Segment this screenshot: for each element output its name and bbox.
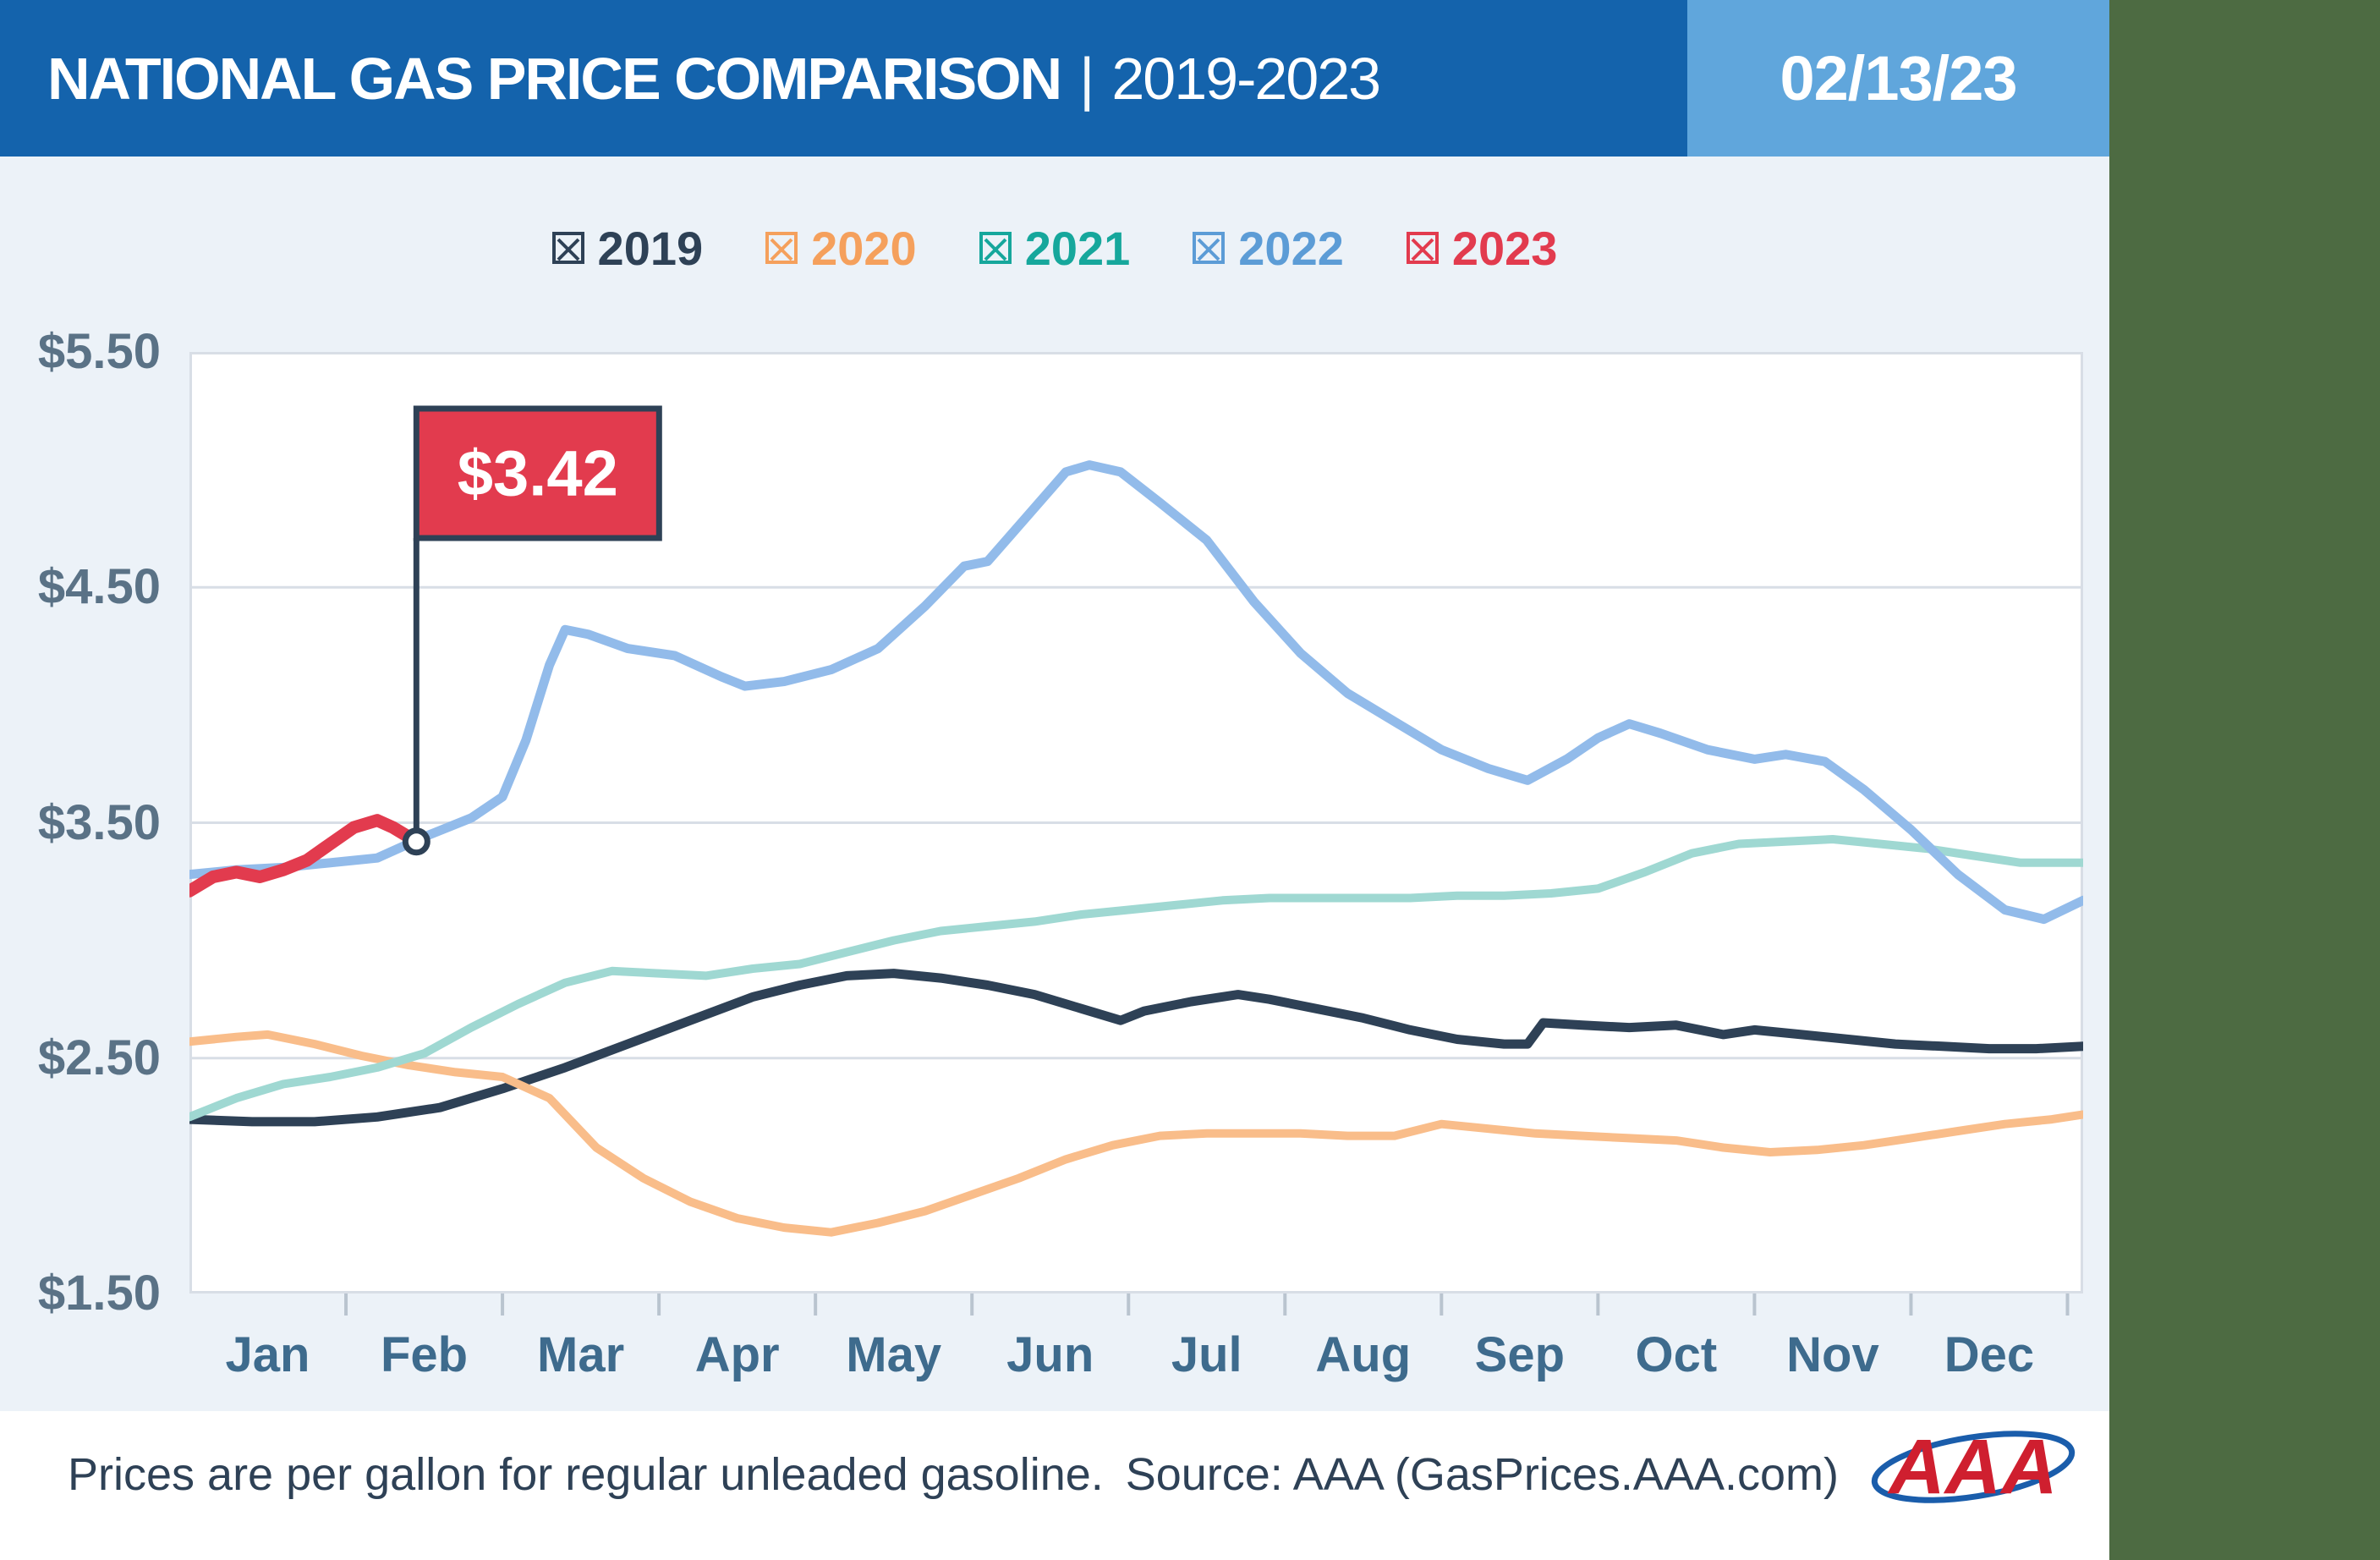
y-tick-label: $3.50 <box>37 794 161 850</box>
legend-label: 2021 <box>1024 221 1131 275</box>
title-range: 2019-2023 <box>1111 45 1381 112</box>
legend-label: 2023 <box>1451 221 1558 275</box>
legend-item-2021: 2021 <box>979 221 1131 276</box>
footer-source: Source: AAA (GasPrices.AAA.com) <box>1125 1449 1839 1500</box>
header-bar: NATIONAL GAS PRICE COMPARISON | 2019-2023 <box>0 0 1687 157</box>
series-line-2022 <box>189 460 2083 925</box>
footer-note: Prices are per gallon for regular unlead… <box>68 1449 1104 1500</box>
price-marker <box>402 827 430 856</box>
x-tick-label: Jan <box>225 1327 310 1382</box>
x-tick-label: Nov <box>1786 1327 1879 1382</box>
chart-svg: $3.42 <box>189 352 2083 1316</box>
x-tick-label: Dec <box>1944 1327 2035 1382</box>
y-tick-label: $2.50 <box>37 1030 161 1085</box>
date-badge: 02/13/23 <box>1687 0 2109 157</box>
x-box-icon <box>551 232 584 264</box>
series-line-2021 <box>189 835 2083 1122</box>
x-tick-label: Jun <box>1006 1327 1094 1382</box>
x-tick-label: Feb <box>380 1327 469 1382</box>
legend-item-2023: 2023 <box>1406 221 1558 276</box>
date-text: 02/13/23 <box>1780 43 2017 113</box>
legend-item-2022: 2022 <box>1193 221 1344 276</box>
legend-item-2019: 2019 <box>551 221 704 276</box>
x-tick-label: May <box>846 1327 942 1382</box>
x-box-icon <box>979 232 1012 264</box>
x-box-icon <box>765 232 798 264</box>
series-line-2019 <box>189 969 2083 1127</box>
y-tick-label: $5.50 <box>37 324 161 379</box>
x-box-icon <box>1406 232 1439 264</box>
x-tick-label: Sep <box>1474 1327 1566 1382</box>
chart-panel: NATIONAL GAS PRICE COMPARISON | 2019-2023 … <box>0 0 2109 1560</box>
footer <box>0 1411 2109 1560</box>
x-tick-label: Jul <box>1171 1327 1242 1382</box>
logo-text: AAA <box>1887 1424 2057 1510</box>
price-flag-label: $3.42 <box>458 438 618 510</box>
legend-label: 2019 <box>597 221 704 275</box>
x-box-icon <box>1193 232 1226 264</box>
y-tick-label: $1.50 <box>37 1266 161 1321</box>
x-tick-label: Mar <box>537 1327 625 1382</box>
x-tick-label: Aug <box>1315 1327 1412 1382</box>
series-line-2020 <box>189 1030 2083 1237</box>
x-tick-label: Apr <box>694 1327 780 1382</box>
legend-item-2020: 2020 <box>765 221 917 276</box>
series-line-2023 <box>189 814 423 898</box>
background-strip <box>2109 0 2380 1560</box>
legend-label: 2022 <box>1238 221 1344 275</box>
logo-swoosh-icon <box>1871 1431 2076 1503</box>
legend-label: 2020 <box>811 221 917 275</box>
x-tick-label: Oct <box>1635 1327 1718 1382</box>
title-divider: | <box>1079 45 1094 112</box>
page-title: NATIONAL GAS PRICE COMPARISON | 2019-2023 <box>47 45 1381 113</box>
title-main: NATIONAL GAS PRICE COMPARISON <box>47 45 1062 112</box>
chart-legend: 2019 2020 2021 2022 2023 <box>0 218 2109 277</box>
price-flag <box>413 405 662 541</box>
aaa-logo: AAA <box>1871 1424 2076 1510</box>
y-tick-label: $4.50 <box>37 559 161 615</box>
